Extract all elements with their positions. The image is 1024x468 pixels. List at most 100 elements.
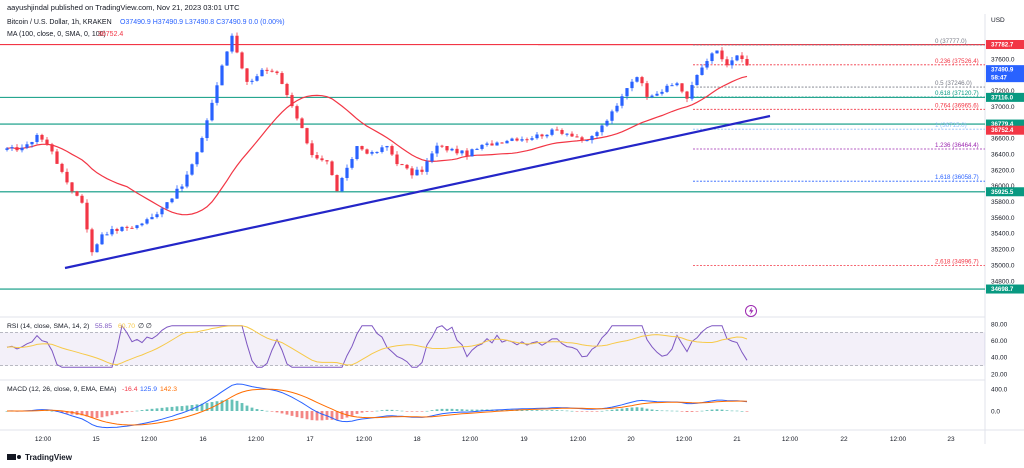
macd-hist-bar xyxy=(460,409,464,411)
candle-body xyxy=(405,164,409,169)
candle-body xyxy=(290,95,294,107)
candle-body xyxy=(110,228,114,235)
macd-legend-macd: 125.9 xyxy=(140,386,157,393)
candle-body xyxy=(235,35,239,53)
candle-body xyxy=(275,71,279,74)
macd-hist-bar xyxy=(275,411,279,413)
macd-legend-signal: 142.3 xyxy=(160,386,177,393)
macd-hist-bar xyxy=(530,410,534,411)
macd-hist-bar xyxy=(675,410,679,412)
macd-hist-bar xyxy=(365,411,369,412)
macd-legend: MACD (12, 26, close, 9, EMA, EMA) xyxy=(7,386,117,393)
ma-line xyxy=(6,75,748,216)
ohlc-readout: O37490.9 H37490.9 L37490.8 C37490.9 0.0 … xyxy=(120,19,285,26)
candle-body xyxy=(70,182,74,192)
macd-hist-bar xyxy=(645,408,649,411)
candle-body xyxy=(185,174,189,187)
rsi-tick: 40.00 xyxy=(991,355,1008,362)
candle-body xyxy=(580,137,584,141)
candle-body xyxy=(720,50,724,60)
candle-body xyxy=(145,219,149,224)
candle-body xyxy=(540,134,544,137)
level-tag-bg xyxy=(986,119,1024,129)
macd-hist-bar xyxy=(745,411,749,412)
candle-body xyxy=(345,167,349,178)
macd-hist-bar xyxy=(665,410,669,412)
price-tick: 37600.0 xyxy=(991,56,1015,63)
candle-body xyxy=(270,70,274,72)
macd-hist-bar xyxy=(620,408,624,411)
level-tag: 35925.5 xyxy=(991,189,1014,196)
candle-body xyxy=(245,68,249,82)
candle-body xyxy=(325,160,329,162)
candle-body xyxy=(335,175,339,192)
candle-body xyxy=(705,61,709,68)
tradingview-logo xyxy=(7,454,21,460)
macd-hist-bar xyxy=(385,409,389,411)
candle-body xyxy=(380,147,384,152)
branding-text: TradingView xyxy=(25,453,73,462)
rsi-legend: RSI (14, close, SMA, 14, 2) xyxy=(7,323,89,330)
lightning-icon[interactable] xyxy=(745,305,757,317)
macd-hist-bar xyxy=(125,411,129,413)
candle-body xyxy=(430,153,434,162)
candle-body xyxy=(635,77,639,82)
candle-body xyxy=(195,152,199,165)
candle-body xyxy=(535,134,539,139)
candle-body xyxy=(350,159,354,168)
macd-hist-bar xyxy=(370,411,374,412)
macd-hist-bar xyxy=(520,409,524,411)
macd-hist-bar xyxy=(145,409,149,411)
price-tick: 35600.0 xyxy=(991,215,1015,222)
price-tag: 37490.9 xyxy=(991,67,1014,74)
macd-hist-bar xyxy=(605,410,609,412)
candle-body xyxy=(435,145,439,154)
candle-body xyxy=(85,202,89,230)
macd-hist-bar xyxy=(100,411,104,418)
trendline-layer xyxy=(64,114,771,270)
macd-hist-bar xyxy=(580,411,584,412)
time-tick: 12:00 xyxy=(676,436,693,443)
macd-hist-bar xyxy=(700,410,704,412)
macd-hist-bar xyxy=(140,410,144,411)
candle-body xyxy=(330,161,334,176)
macd-hist-bar xyxy=(375,410,379,412)
candle-body xyxy=(130,227,134,229)
rsi-line xyxy=(6,324,748,368)
macd-hist-bar xyxy=(315,411,319,421)
macd-hist-bar xyxy=(250,407,254,411)
macd-hist-bar xyxy=(420,411,424,412)
time-tick: 15 xyxy=(92,436,100,443)
macd-hist-bar xyxy=(655,410,659,411)
candle-body xyxy=(470,149,474,157)
candle-body xyxy=(710,53,714,62)
rsi-legend-ma: 60.70 xyxy=(118,323,135,330)
macd-hist-bar xyxy=(260,409,264,411)
macd-hist-bar xyxy=(445,408,449,411)
macd-hist-bar xyxy=(565,410,569,412)
time-tick: 12:00 xyxy=(248,436,265,443)
candle-body xyxy=(370,152,374,154)
candle-body xyxy=(320,158,324,161)
candle-body xyxy=(740,55,744,59)
rsi-tick: 80.00 xyxy=(991,321,1008,328)
macd-hist-bar xyxy=(205,402,209,411)
candle-body xyxy=(725,59,729,66)
macd-hist-bar xyxy=(240,403,244,411)
macd-hist-bar xyxy=(340,411,344,420)
candle-body xyxy=(460,150,464,154)
macd-hist-bar xyxy=(635,407,639,411)
macd-hist-bar xyxy=(685,411,689,413)
macd-hist-bar xyxy=(435,409,439,411)
candle-body xyxy=(75,191,79,196)
level-tag-bg xyxy=(986,92,1024,102)
price-axis-ticks: 37600.037400.037200.037000.036600.036400… xyxy=(991,56,1015,285)
candle-body xyxy=(30,141,34,145)
macd-hist-bar xyxy=(730,410,734,412)
macd-hist-bar xyxy=(680,411,684,412)
macd-hist-bar xyxy=(395,410,399,411)
candle-body xyxy=(225,51,229,66)
candle-body xyxy=(650,95,654,97)
macd-hist-bar xyxy=(280,411,284,414)
candle-body xyxy=(610,111,614,121)
